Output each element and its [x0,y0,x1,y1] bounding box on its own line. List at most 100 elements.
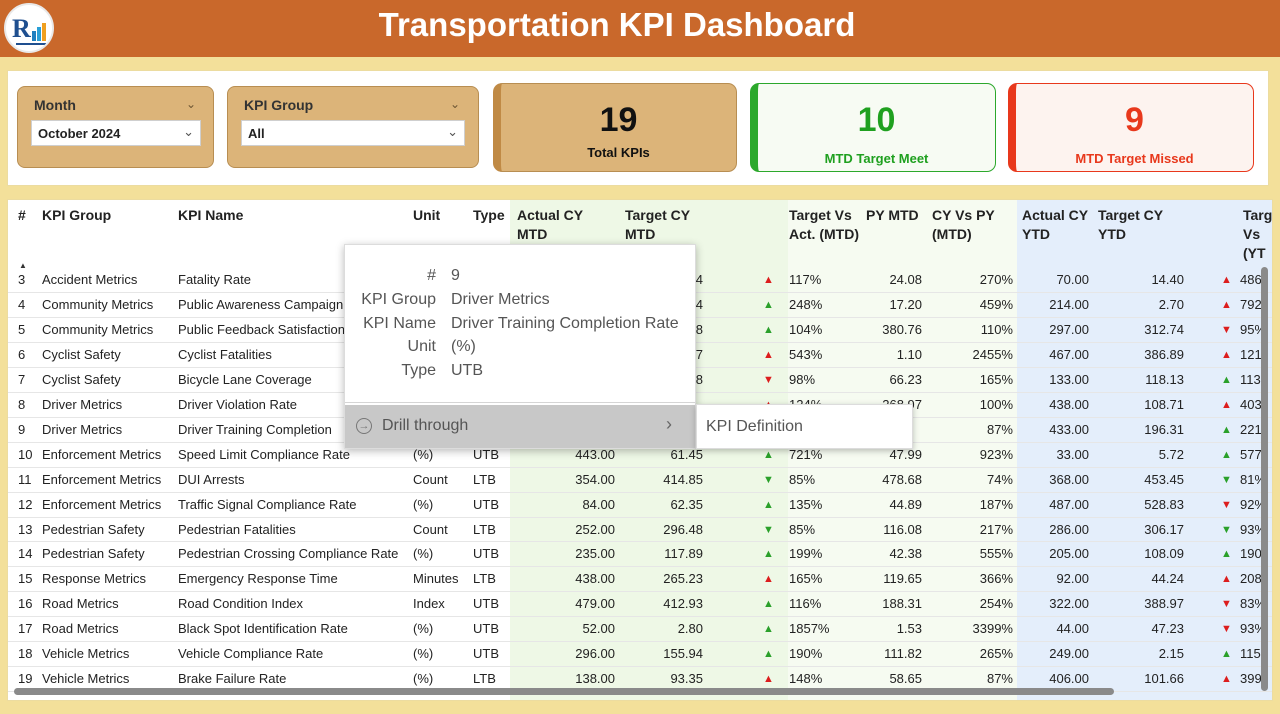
cell-target-cy-ytd: 108.71 [1144,396,1184,412]
row-divider [8,566,1272,568]
cell-target-cy-ytd: 101.66 [1144,671,1184,687]
row-divider [8,616,1272,618]
cell-kpi-name: Emergency Response Time [178,571,338,587]
cell-mtd-status-good-arrow-icon: ▼ [763,473,774,486]
row-divider [8,666,1272,668]
cell-actual-cy-mtd: 354.00 [575,471,615,487]
horizontal-scrollbar[interactable] [14,688,1114,695]
cell-mtd-status-good-arrow-icon: ▲ [763,323,774,336]
cell-type: UTB [473,621,499,637]
cell-kpi-group: Driver Metrics [42,421,123,437]
vertical-scrollbar[interactable] [1261,267,1268,691]
cell-cy-vs-py-mtd: 100% [979,396,1013,412]
column-header-target-vs-ytd[interactable]: Target Vs (YT [1243,207,1273,261]
column-header-target-cy-ytd[interactable]: Target CY YTD [1098,207,1163,242]
column-header-unit[interactable]: Unit [413,207,441,223]
column-header-actual-cy-mtd[interactable]: Actual CY MTD [517,207,583,242]
column-header-kpi-name[interactable]: KPI Name [178,207,244,223]
kpi-group-slicer-label: KPI Group [244,97,314,113]
tooltip-field-value: UTB [451,362,483,380]
cell-actual-cy-ytd: 322.00 [1049,596,1089,612]
cell-target-cy-mtd: 93.35 [670,671,703,687]
cell-target-vs-act-mtd: 199% [789,546,823,562]
cell-target-vs-act-mtd: 85% [789,471,816,487]
sort-ascending-icon[interactable]: ▲ [19,261,27,270]
chevron-down-icon[interactable]: ⌄ [447,124,458,139]
cell-actual-cy-mtd: 438.00 [575,571,615,587]
column-header-target-cy-mtd[interactable]: Target CY MTD [625,207,690,242]
cell-target-vs-ytd: 208 [1240,571,1262,587]
cell-kpi-name: Pedestrian Crossing Compliance Rate [178,546,399,562]
mtd-target-missed-card: 9 MTD Target Missed [1008,83,1254,172]
drill-through-menu-item[interactable]: → Drill through › [345,405,695,448]
cell-unit: Count [413,521,448,537]
header-bar: R Transportation KPI Dashboard [0,0,1280,57]
mtd-target-meet-label: MTD Target Meet [824,151,929,166]
cell-unit: Minutes [413,571,459,587]
cell-ytd-status-good-arrow-icon: ▲ [1221,548,1232,561]
cell-ytd-status-good-arrow-icon: ▲ [1221,373,1232,386]
cell-kpi-name: Vehicle Compliance Rate [178,646,324,662]
cell-py-mtd: 44.89 [889,496,922,512]
cell-py-mtd: 1.53 [896,621,922,637]
cell-actual-cy-ytd: 44.00 [1056,621,1089,637]
cell-num: 8 [18,396,26,412]
tooltip-divider [345,402,695,403]
slicer-collapse-icon[interactable]: ⌄ [186,97,197,111]
cell-kpi-name: Public Feedback Satisfaction [178,321,345,337]
cell-num: 13 [18,521,33,537]
cell-target-vs-act-mtd: 165% [789,571,823,587]
cell-target-cy-ytd: 44.24 [1151,571,1184,587]
cell-kpi-group: Response Metrics [42,571,147,587]
column-header-py-mtd[interactable]: PY MTD [866,207,919,223]
kpi-group-dropdown[interactable]: All ⌄ [241,120,465,146]
cell-type: UTB [473,546,499,562]
row-divider [8,466,1272,468]
month-dropdown[interactable]: October 2024 ⌄ [31,120,201,146]
cell-target-vs-ytd: 399 [1240,671,1262,687]
cell-actual-cy-ytd: 33.00 [1056,446,1089,462]
cell-target-vs-act-mtd: 116% [789,596,822,612]
cell-kpi-name: DUI Arrests [178,471,245,487]
cell-num: 6 [18,346,26,362]
column-header-cy-vs-py-mtd[interactable]: CY Vs PY (MTD) [932,207,995,242]
column-header-type[interactable]: Type [473,207,505,223]
cell-num: 18 [18,646,33,662]
cell-kpi-group: Cyclist Safety [42,371,121,387]
cell-ytd-status-good-arrow-icon: ▲ [1221,423,1232,436]
cell-target-vs-act-mtd: 85% [789,521,816,537]
mtd-target-meet-value: 10 [857,101,896,139]
cell-target-vs-ytd: 190 [1240,546,1262,562]
row-tooltip: #9 KPI Group Driver Metrics KPI Name Driver … [344,244,696,449]
cell-kpi-name: Cyclist Fatalities [178,346,272,362]
cell-kpi-name: Road Condition Index [178,596,304,612]
cell-target-vs-act-mtd: 1857% [789,621,830,637]
cell-target-cy-mtd: 2.80 [677,621,703,637]
cell-kpi-group: Enforcement Metrics [42,496,162,512]
cell-py-mtd: 47.99 [889,446,922,462]
cell-kpi-group: Cyclist Safety [42,346,121,362]
cell-num: 4 [18,296,26,312]
column-header-num[interactable]: # [18,207,26,223]
cell-ytd-status-good-arrow-icon: ▲ [1221,648,1232,661]
cell-unit: (%) [413,496,434,512]
cell-mtd-status-bad-arrow-icon: ▲ [763,348,774,361]
column-header-kpi-group[interactable]: KPI Group [42,207,112,223]
cell-num: 15 [18,571,33,587]
column-header-target-vs-act-mtd[interactable]: Target Vs Act. (MTD) [789,207,859,242]
cell-mtd-status-good-arrow-icon: ▲ [763,298,774,311]
column-header-actual-cy-ytd[interactable]: Actual CY YTD [1022,207,1088,242]
cell-kpi-name: Pedestrian Fatalities [178,521,296,537]
cell-cy-vs-py-mtd: 217% [979,521,1013,537]
cell-target-vs-act-mtd: 543% [789,346,823,362]
chevron-down-icon[interactable]: ⌄ [183,124,194,139]
cell-target-vs-act-mtd: 190% [789,646,823,662]
cell-cy-vs-py-mtd: 3399% [972,621,1013,637]
kpi-group-dropdown-value: All [248,126,265,141]
kpi-definition-menu-item[interactable]: KPI Definition [696,404,913,449]
cell-actual-cy-ytd: 438.00 [1049,396,1089,412]
cell-ytd-status-good-arrow-icon: ▼ [1221,523,1232,536]
cell-target-cy-mtd: 296.48 [663,521,703,537]
slicer-collapse-icon[interactable]: ⌄ [450,97,461,111]
cell-py-mtd: 119.65 [883,571,922,587]
